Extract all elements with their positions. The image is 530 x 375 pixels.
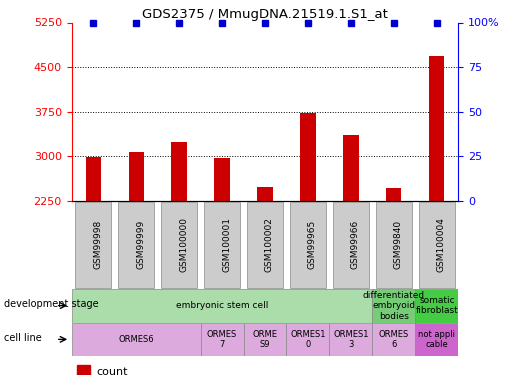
FancyBboxPatch shape [376, 202, 412, 288]
Text: ORME
S9: ORME S9 [252, 330, 278, 349]
Bar [343, 135, 358, 334]
Bar [258, 187, 272, 334]
FancyBboxPatch shape [118, 202, 154, 288]
Text: not appli
cable: not appli cable [419, 330, 455, 349]
Text: ORMES
7: ORMES 7 [207, 330, 237, 349]
Text: ORMES6: ORMES6 [118, 335, 154, 344]
Bar [85, 157, 101, 334]
Text: GSM99965: GSM99965 [308, 220, 317, 269]
Bar [128, 152, 144, 334]
Text: GSM100004: GSM100004 [437, 217, 446, 272]
Text: ORMES1
0: ORMES1 0 [290, 330, 326, 349]
Text: differentiated
embryoid
bodies: differentiated embryoid bodies [363, 291, 425, 321]
Bar [416, 322, 458, 356]
Bar [200, 322, 243, 356]
Text: cell line: cell line [4, 333, 41, 343]
Text: GSM100001: GSM100001 [222, 217, 231, 272]
Text: GSM99999: GSM99999 [136, 220, 145, 269]
FancyBboxPatch shape [247, 202, 283, 288]
Text: GSM99840: GSM99840 [394, 220, 403, 269]
FancyBboxPatch shape [204, 202, 240, 288]
Text: GSM99998: GSM99998 [93, 220, 102, 269]
Text: somatic
fibroblast: somatic fibroblast [416, 296, 458, 315]
Text: GSM99966: GSM99966 [351, 220, 360, 269]
Bar [172, 142, 187, 334]
Bar [77, 365, 90, 375]
Text: GSM100002: GSM100002 [265, 217, 274, 272]
Bar [429, 56, 445, 334]
Bar [72, 322, 200, 356]
Text: ORMES1
3: ORMES1 3 [333, 330, 369, 349]
Bar [72, 289, 373, 322]
Bar [416, 289, 458, 322]
Bar [243, 322, 287, 356]
Bar [386, 188, 402, 334]
FancyBboxPatch shape [290, 202, 326, 288]
Bar [373, 322, 416, 356]
Text: ORMES
6: ORMES 6 [379, 330, 409, 349]
FancyBboxPatch shape [161, 202, 197, 288]
FancyBboxPatch shape [75, 202, 111, 288]
FancyBboxPatch shape [333, 202, 369, 288]
Text: GSM100000: GSM100000 [179, 217, 188, 272]
Text: development stage: development stage [4, 299, 98, 309]
Bar [373, 289, 416, 322]
Bar [301, 113, 315, 334]
Bar [287, 322, 330, 356]
Title: GDS2375 / MmugDNA.21519.1.S1_at: GDS2375 / MmugDNA.21519.1.S1_at [142, 8, 388, 21]
FancyBboxPatch shape [419, 202, 455, 288]
Bar [330, 322, 373, 356]
Text: embryonic stem cell: embryonic stem cell [176, 301, 268, 310]
Text: count: count [96, 367, 128, 375]
Bar [215, 159, 229, 334]
